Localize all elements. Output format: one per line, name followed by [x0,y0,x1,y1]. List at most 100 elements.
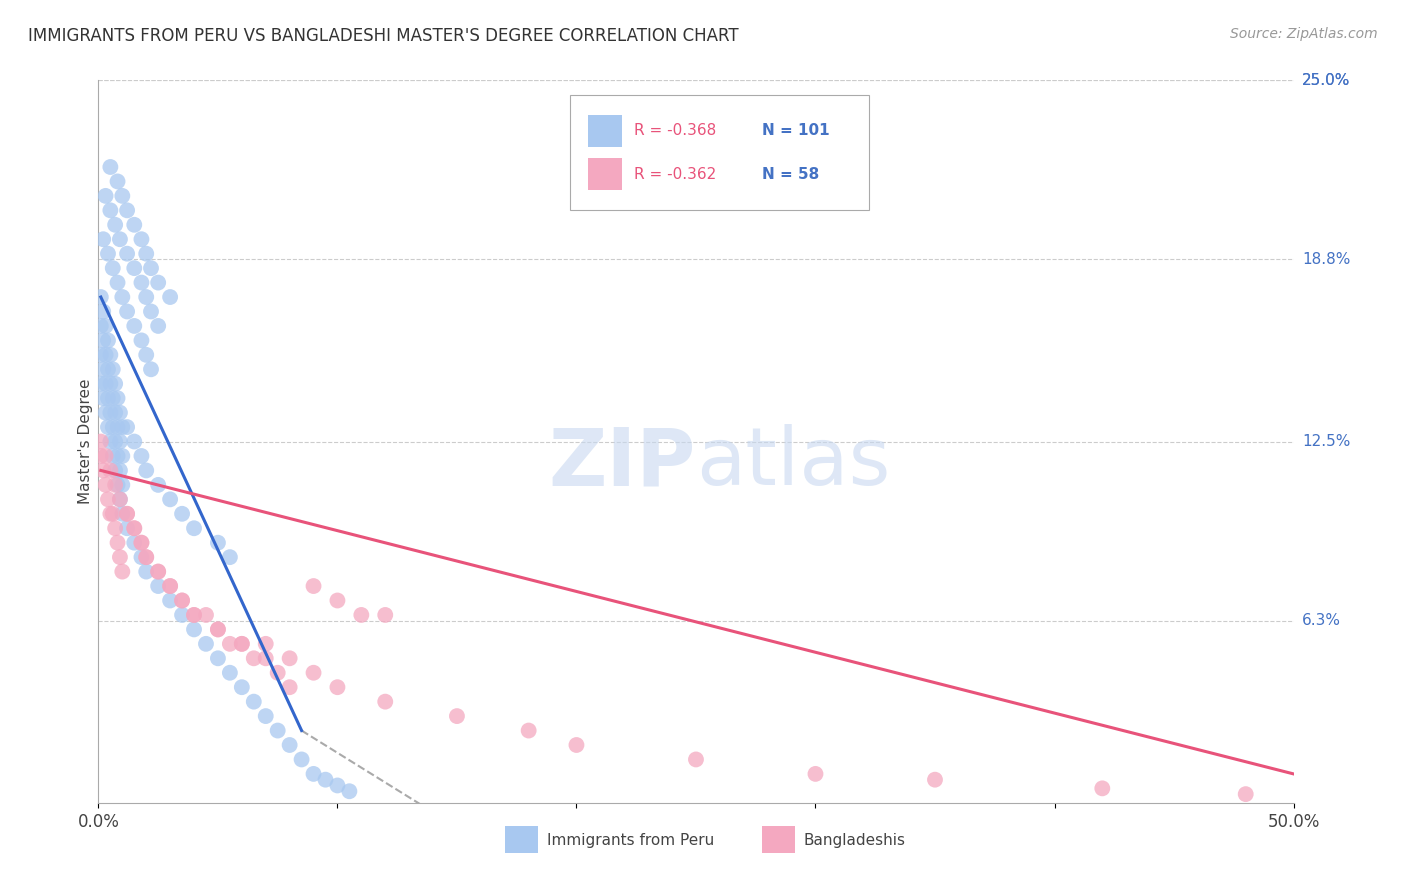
Point [107,478,129,492]
Point [94,376,117,391]
Point [207,623,229,637]
Point [115,304,138,318]
Text: Immigrants from Peru: Immigrants from Peru [547,833,714,848]
Text: Bangladeshis: Bangladeshis [804,833,905,848]
Point [374,695,396,709]
Point [101,261,124,276]
Point [108,550,131,565]
Point [254,651,277,665]
Point [172,507,194,521]
Point [565,738,588,752]
Point [97,420,120,434]
Point [90,348,112,362]
Point [104,218,127,232]
Point [291,752,314,766]
Point [148,565,170,579]
Point [159,492,181,507]
Point [97,334,120,348]
Point [231,680,253,694]
Point [111,290,134,304]
Point [101,391,124,405]
Point [131,550,153,565]
Point [90,376,112,391]
Point [148,276,170,290]
Point [131,232,153,246]
Point [91,334,114,348]
Point [135,246,157,260]
Point [115,203,138,218]
Point [302,767,325,781]
Point [97,362,120,376]
Point [97,246,120,260]
Point [115,420,138,434]
Point [207,535,229,549]
Text: Source: ZipAtlas.com: Source: ZipAtlas.com [1230,27,1378,41]
Point [924,772,946,787]
Point [108,434,131,449]
Point [183,521,205,535]
Point [135,463,157,477]
Point [139,261,162,276]
Point [159,579,181,593]
Point [91,362,114,376]
Point [108,463,131,477]
Point [302,665,325,680]
Point [278,651,301,665]
Point [804,767,827,781]
FancyBboxPatch shape [571,95,869,211]
Point [101,507,124,521]
Point [195,607,218,622]
Point [139,362,162,376]
Point [124,318,146,333]
Point [446,709,468,723]
Point [107,449,129,463]
Point [254,709,277,723]
Point [108,492,131,507]
Point [124,521,146,535]
Point [243,651,266,665]
Point [267,723,290,738]
Point [104,376,127,391]
Point [219,550,242,565]
Point [172,607,194,622]
Point [107,391,129,405]
Y-axis label: Master's Degree: Master's Degree [77,379,93,504]
Point [98,463,122,477]
Point [98,160,122,174]
Point [124,434,146,449]
Point [115,246,138,260]
Point [98,376,122,391]
Point [231,637,253,651]
Point [91,391,114,405]
Point [135,550,157,565]
Point [124,218,146,232]
Point [231,637,253,651]
Text: ZIP: ZIP [548,425,696,502]
Point [115,507,138,521]
Point [107,535,129,549]
Point [267,665,290,680]
Point [159,593,181,607]
Point [243,695,266,709]
Point [207,623,229,637]
Point [98,406,122,420]
Point [94,318,117,333]
Point [91,232,114,246]
Point [90,290,112,304]
Point [1234,787,1257,801]
Point [104,478,127,492]
Point [517,723,540,738]
Point [107,174,129,188]
Point [111,478,134,492]
Point [108,232,131,246]
Point [111,507,134,521]
Point [315,772,337,787]
Point [135,565,157,579]
Point [94,406,117,420]
Point [111,565,134,579]
Point [115,521,138,535]
Point [278,738,301,752]
Point [374,607,396,622]
Point [101,362,124,376]
Point [107,276,129,290]
